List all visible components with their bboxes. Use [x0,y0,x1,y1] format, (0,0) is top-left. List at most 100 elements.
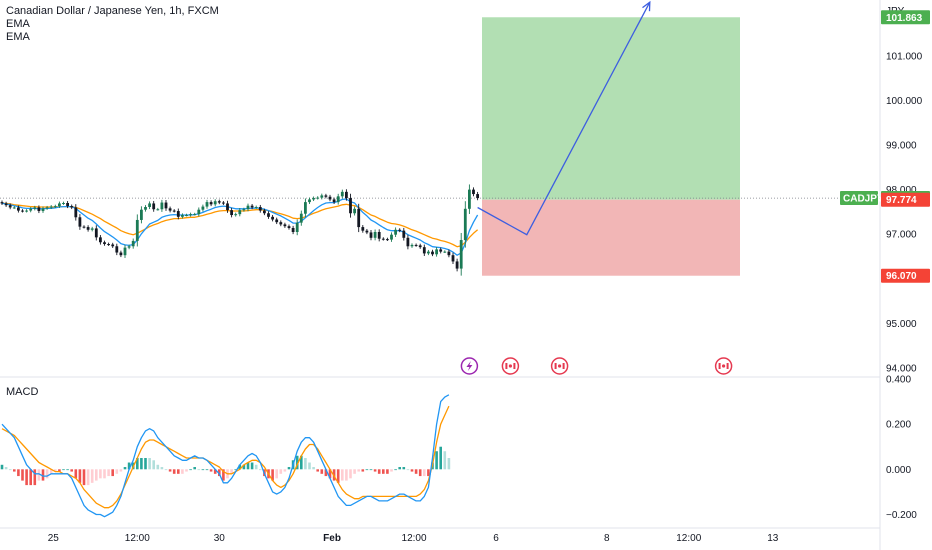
candle-body [304,202,307,214]
candle [406,234,410,250]
candle-body [373,232,377,238]
candle [435,247,438,257]
canada-flag-icon[interactable] [501,357,520,375]
candle-body [176,211,180,217]
candle-body [258,207,262,211]
histogram-bar [390,469,393,472]
candle [144,205,147,212]
candle-body [135,219,139,241]
candle-body [58,203,61,207]
histogram-bar [111,469,114,477]
histogram-bar [349,469,352,479]
histogram-bar [152,460,155,470]
candle [439,247,443,254]
histogram-bar [242,464,246,470]
candle-body [197,209,201,215]
histogram-bar [172,469,176,474]
indicator-ema-2[interactable]: EMA [6,31,30,43]
candle-body [279,222,283,225]
candle [94,225,98,241]
candle-body [156,209,160,211]
candle [238,207,242,217]
indicator-ema-1[interactable]: EMA [6,18,30,30]
candle [8,203,12,210]
candle-body [201,206,205,210]
histogram-bar [181,469,184,474]
candle-body [127,246,131,248]
candle-body [12,207,16,209]
price-tick-label: 99.000 [886,141,917,152]
candle [295,219,299,236]
candle-body [144,207,147,210]
lightning-bolt [466,361,473,371]
histogram-bar [300,455,303,470]
candle [324,193,328,199]
candle-body [336,196,340,203]
candle-body [62,203,65,204]
candle-body [21,210,24,212]
time-tick-label: 8 [604,533,610,544]
candle [271,214,274,222]
histogram-bar [238,464,242,470]
candle [336,193,340,205]
candle [332,197,336,204]
candle [156,207,160,211]
candle [234,212,238,217]
candle [242,207,246,212]
candle [70,204,74,210]
histogram-bar [164,469,168,471]
price-badge-bg [881,268,930,283]
histogram-bar [443,451,447,470]
candle [443,250,447,253]
candle-body [320,195,324,198]
macd-signal-line [1,405,450,509]
time-tick-label: 30 [214,533,226,544]
histogram-bar [4,467,8,470]
histogram-bar [394,469,397,471]
histogram-bar [127,462,131,470]
time-tick-label: 12:00 [125,533,150,544]
candle-body [357,208,361,228]
histogram-bar [386,469,389,474]
canada-flag-icon[interactable] [714,357,733,375]
candle [431,249,434,257]
symbol-badge-text: CADJPY [843,194,884,205]
candle [82,225,86,229]
lightning-icon[interactable] [460,357,479,375]
candle [140,206,143,224]
price-badge-value: 96.070 [886,271,917,282]
chart-title: Canadian Dollar / Japanese Yen, 1h, FXCM [6,5,219,17]
histogram-bar [197,469,201,471]
candle [402,227,406,241]
candle [74,204,78,221]
candle [0,200,4,206]
candle [451,252,455,265]
candle-body [213,201,217,205]
price-badge-entry: 97.774 [881,192,930,207]
histogram-bar [328,469,332,479]
histogram-bar [345,469,348,481]
canada-flag-icon[interactable] [550,357,569,375]
candle-body [222,202,225,204]
histogram-bar [271,469,274,481]
candle [353,206,356,216]
flag-band-right [726,363,729,369]
histogram-bar [222,469,225,481]
histogram-bar [62,469,65,471]
candle [181,213,184,219]
candle [369,230,373,241]
candle-body [324,195,328,197]
candle [12,206,16,209]
candle [90,226,94,232]
candle [463,201,467,248]
candle-body [353,208,356,214]
ema-lines [1,198,479,256]
event-markers[interactable] [460,357,733,375]
candle [250,203,254,210]
candle [275,217,279,225]
candle-body [37,207,41,212]
candle-body [53,206,57,208]
candle-body [468,189,471,209]
macd-label[interactable]: MACD [6,386,39,398]
